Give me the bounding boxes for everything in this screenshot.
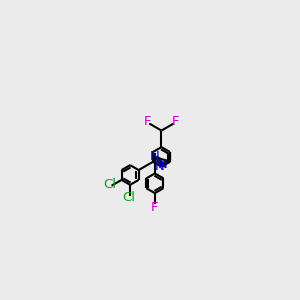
Text: Cl: Cl — [103, 178, 116, 191]
Text: F: F — [171, 116, 179, 128]
Text: N: N — [157, 158, 167, 171]
Text: N: N — [154, 160, 164, 173]
Text: N: N — [150, 150, 160, 163]
Text: F: F — [144, 116, 152, 128]
Text: F: F — [151, 200, 159, 214]
Text: Cl: Cl — [122, 191, 135, 204]
